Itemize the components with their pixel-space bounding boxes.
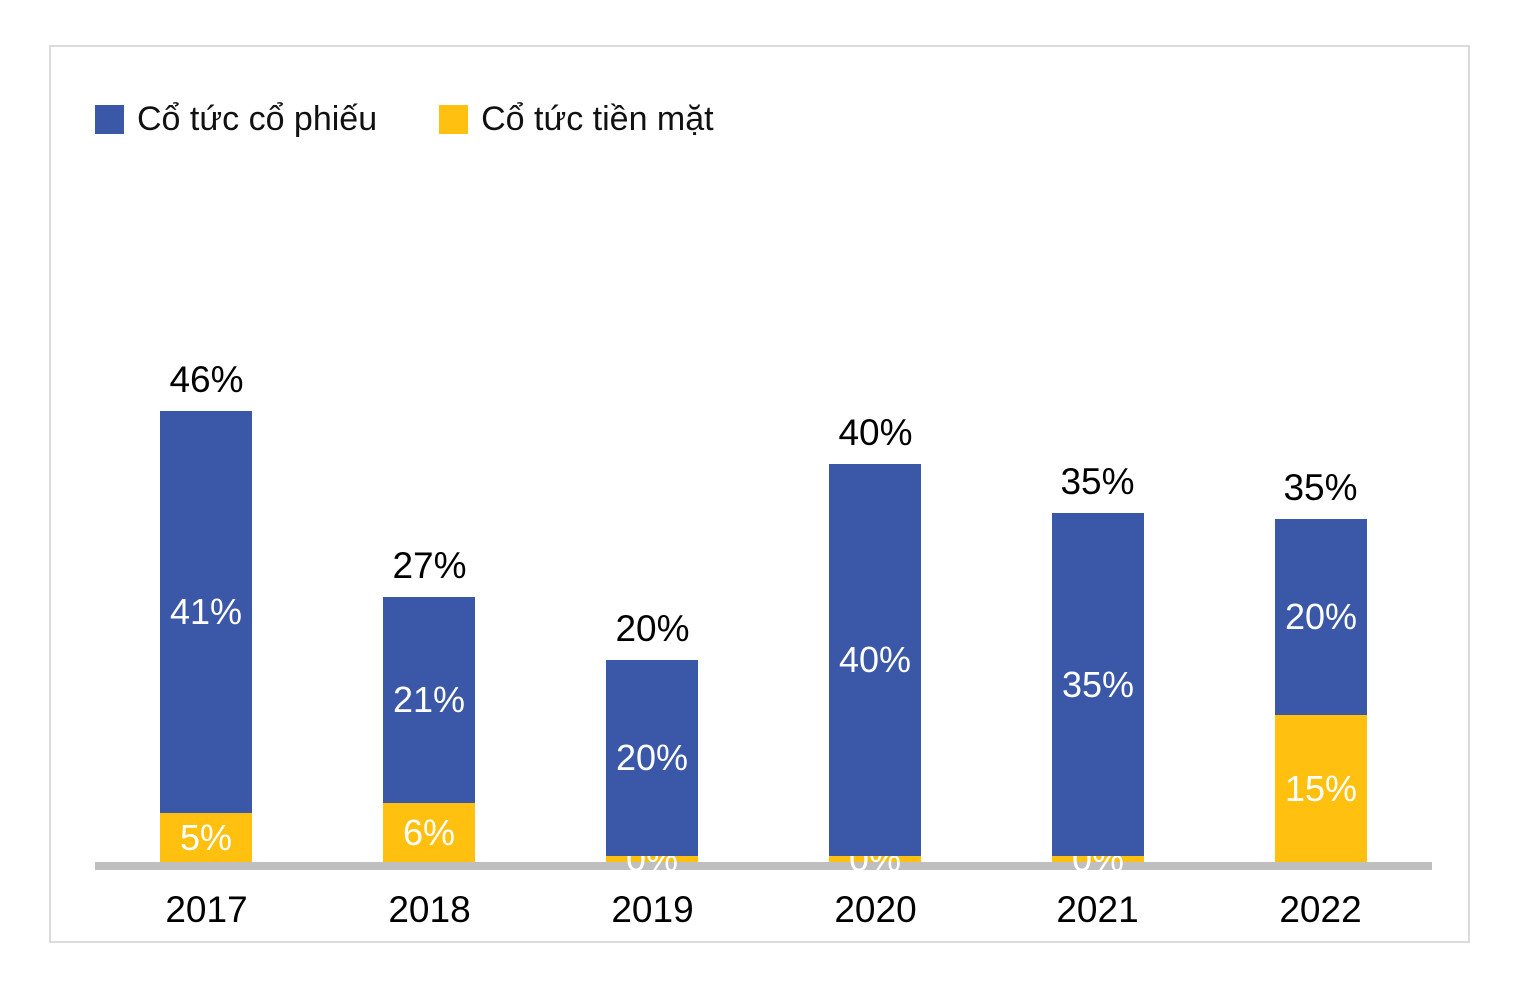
bar-segment-cash-2021: 0%	[1052, 841, 1144, 877]
stock-segment-value-label: 20%	[1284, 596, 1358, 637]
bar-segment-stock-2020: 40%	[829, 464, 921, 856]
stock-segment-value-label: 35%	[1061, 663, 1135, 705]
x-axis-category-label-2019: 2019	[611, 889, 694, 930]
x-axis-line	[95, 862, 1432, 870]
bar-segment-stock-2019: 20%	[606, 660, 698, 856]
total-value-label-2018: 27%	[392, 545, 467, 586]
cash-segment-value-label: 15%	[1284, 767, 1358, 809]
bar-segment-cash-2017: 5%	[160, 813, 252, 862]
plot-area: 5% 41% 46% 2017 6% 21% 27% 2018 0% 20% 20% 2019 0% 40…	[95, 47, 1432, 941]
cash-segment-value-label: 5%	[179, 816, 233, 858]
x-axis-category-label-2017: 2017	[165, 889, 248, 930]
x-axis-category-label-2020: 2020	[834, 889, 917, 930]
legend-label-cash-dividend: Cổ tức tiền mặt	[481, 100, 714, 138]
total-value-label-2017: 46%	[169, 359, 244, 400]
legend-swatch-yellow-icon	[439, 105, 469, 135]
stock-segment-value-label: 40%	[838, 639, 912, 680]
bar-segment-cash-2019: 0%	[606, 841, 698, 877]
bar-segment-cash-2022: 15%	[1275, 715, 1367, 862]
bar-segment-cash-2020: 0%	[829, 841, 921, 877]
legend-item-cash-dividend: Cổ tức tiền mặt	[439, 100, 714, 138]
total-value-label-2019: 20%	[615, 608, 690, 649]
legend-item-stock-dividend: Cổ tức cổ phiếu	[95, 100, 378, 138]
legend: Cổ tức cổ phiếu Cổ tức tiền mặt	[95, 100, 714, 138]
stock-segment-value-label: 41%	[169, 591, 243, 632]
stock-segment-value-label: 21%	[392, 679, 466, 720]
x-axis-category-label-2018: 2018	[388, 889, 471, 930]
bar-segment-stock-2018: 21%	[383, 597, 475, 803]
bar-segment-stock-2021: 35%	[1052, 513, 1144, 856]
total-value-label-2022: 35%	[1283, 467, 1358, 508]
bar-segment-stock-2022: 20%	[1275, 519, 1367, 715]
legend-swatch-blue-icon	[95, 105, 124, 135]
stock-segment-value-label: 20%	[615, 737, 689, 778]
cash-segment-value-label: 6%	[402, 811, 456, 853]
chart-panel: Cổ tức cổ phiếu Cổ tức tiền mặt 5% 41% 46%…	[49, 45, 1470, 943]
x-axis-category-label-2021: 2021	[1056, 889, 1139, 930]
bar-segment-stock-2017: 41%	[160, 411, 252, 813]
total-value-label-2021: 35%	[1060, 461, 1135, 502]
x-axis-category-label-2022: 2022	[1279, 889, 1362, 930]
legend-label-stock-dividend: Cổ tức cổ phiếu	[137, 100, 378, 138]
bar-segment-cash-2018: 6%	[383, 803, 475, 862]
total-value-label-2020: 40%	[838, 412, 913, 453]
